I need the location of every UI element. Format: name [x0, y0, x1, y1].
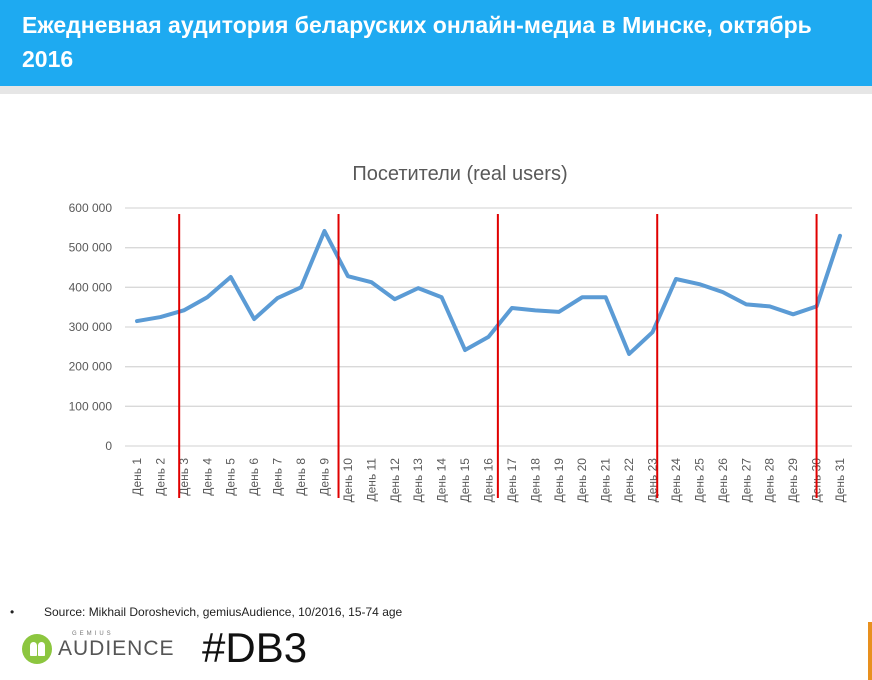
x-tick-label: День 1	[130, 458, 144, 496]
x-tick-label: День 23	[646, 458, 660, 503]
y-tick-label: 300 000	[69, 320, 113, 334]
y-tick-label: 200 000	[69, 360, 113, 374]
source-text: Source: Mikhail Doroshevich, gemiusAudie…	[44, 605, 403, 619]
x-tick-label: День 31	[833, 458, 847, 503]
series-line	[135, 229, 842, 356]
x-tick-label: День 2	[153, 458, 167, 496]
y-tick-label: 400 000	[69, 280, 113, 294]
x-tick-label: День 25	[692, 458, 706, 503]
chart-title: Посетители (real users)	[352, 163, 567, 185]
x-tick-label: День 21	[599, 458, 613, 503]
divider	[0, 86, 872, 94]
hashtag: #DB3	[202, 624, 308, 671]
y-tick-label: 500 000	[69, 241, 113, 255]
x-tick-label: День 13	[411, 458, 425, 503]
line-chart: Посетители (real users) 0 100 000 200 000 3…	[69, 163, 852, 503]
x-tick-label: День 17	[505, 458, 519, 503]
x-tick-label: День 19	[552, 458, 566, 503]
bullet: •	[10, 605, 15, 619]
x-tick-label: День 22	[622, 458, 636, 503]
x-tick-label: День 18	[528, 458, 542, 503]
logo-small-text: GEMIUS	[72, 631, 114, 637]
x-tick-label: День 27	[739, 458, 753, 503]
x-tick-label: День 9	[317, 458, 331, 496]
x-tick-label: День 12	[388, 458, 402, 503]
x-tick-label: День 20	[575, 458, 589, 503]
y-tick-label: 600 000	[69, 201, 113, 215]
x-tick-label: День 15	[458, 458, 472, 503]
x-tick-label: День 26	[716, 458, 730, 503]
logo-text: AUDIENCE	[58, 637, 175, 660]
page-title: Ежедневная аудитория беларуских онлайн-м…	[22, 12, 812, 72]
x-tick-label: День 4	[200, 458, 214, 496]
source-note: • Source: Mikhail Doroshevich, gemiusAudi…	[10, 605, 402, 619]
x-tick-label: День 3	[177, 458, 191, 496]
x-tick-label: День 29	[786, 458, 800, 503]
x-tick-label: День 6	[247, 458, 261, 496]
x-tick-label: День 10	[341, 458, 355, 503]
gemius-audience-logo: GEMIUS AUDIENCE	[22, 631, 175, 664]
audience-logo-icon	[22, 634, 52, 664]
x-tick-label: День 16	[482, 458, 496, 503]
x-tick-label: День 8	[294, 458, 308, 496]
y-tick-label: 0	[105, 439, 112, 453]
header: Ежедневная аудитория беларуских онлайн-м…	[0, 0, 872, 86]
accent-bar	[868, 622, 872, 680]
y-tick-label: 100 000	[69, 399, 113, 413]
x-tick-label: День 5	[224, 458, 238, 496]
x-tick-label: День 11	[364, 458, 378, 502]
x-tick-label: День 14	[435, 458, 449, 503]
x-tick-label: День 7	[271, 458, 285, 496]
x-tick-label: День 28	[763, 458, 777, 503]
x-tick-label: День 24	[669, 458, 683, 503]
